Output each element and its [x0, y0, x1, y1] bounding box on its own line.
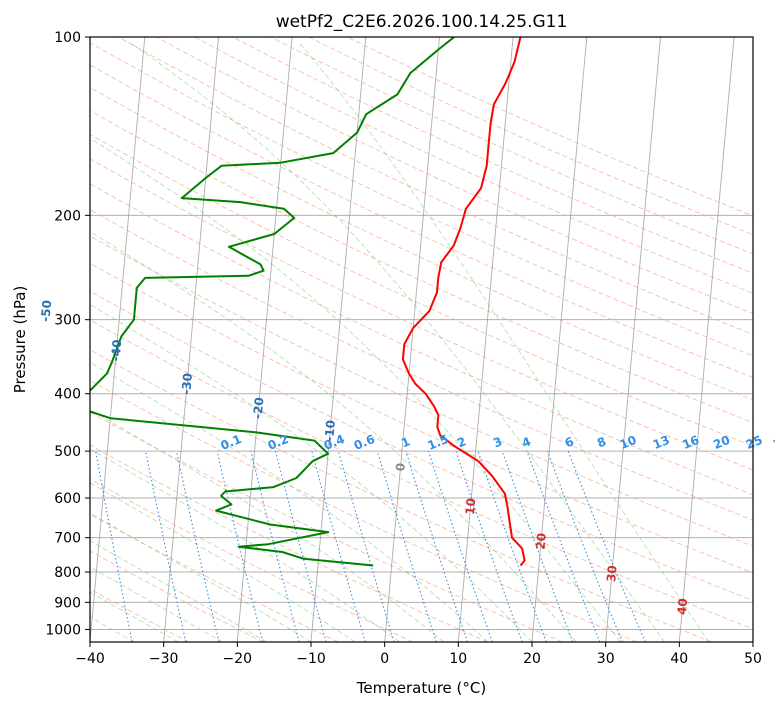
x-tick-label: 30: [597, 651, 615, 667]
mixing-ratio-line: [145, 450, 187, 642]
background-lines: [90, 37, 753, 642]
x-axis-title: Temperature (°C): [356, 679, 486, 697]
mixing-ratio-line: [477, 450, 547, 642]
dry-adiabat: [308, 37, 753, 236]
dry-adiabat: [90, 290, 753, 602]
line-labels: -100-90-80-70-60-50-40-30-20-10010203040…: [38, 299, 775, 616]
y-tick-label: 200: [54, 208, 81, 224]
mixing-ratio-line: [311, 450, 366, 642]
mixing-ratio-line: [427, 450, 493, 642]
dry-adiabat: [90, 183, 753, 496]
isotherm-label: -50: [38, 299, 54, 322]
isotherm-label: -40: [108, 339, 124, 362]
moist-adiabat: [90, 231, 577, 642]
y-tick-label: 300: [54, 313, 81, 329]
moist-adiabat: [128, 41, 665, 642]
mixing-ratio-line: [455, 450, 523, 642]
y-tick-label: 100: [54, 30, 81, 46]
dry-adiabat: [90, 110, 753, 424]
y-tick-label: 1000: [45, 622, 81, 638]
mixing-ratio-line: [376, 450, 437, 642]
dry-adiabat: [90, 379, 638, 642]
moist-adiabat: [90, 448, 400, 642]
mixing-ratio-label: 20: [711, 433, 732, 452]
moist-adiabat: [90, 482, 356, 642]
isotherm-label: 10: [463, 497, 478, 515]
isotherm-label: 0: [393, 462, 408, 472]
mixing-ratio-label: 16: [680, 433, 701, 452]
x-tick-label: 0: [380, 651, 389, 667]
isotherm-label: 20: [533, 532, 548, 550]
moist-adiabat: [90, 303, 533, 642]
isotherm: [605, 37, 661, 642]
isotherm-label: -10: [322, 419, 338, 442]
y-tick-label: 600: [54, 491, 81, 507]
x-tick-label: 10: [449, 651, 467, 667]
y-tick-label: 800: [54, 565, 81, 581]
dry-adiabat: [232, 37, 753, 274]
dry-adiabat: [90, 86, 753, 401]
dewpoint-profile: [90, 37, 455, 567]
isotherm: [678, 37, 735, 642]
isotherm: [163, 37, 219, 642]
x-tick-label: −40: [75, 651, 105, 667]
dry-adiabat: [90, 42, 753, 357]
dry-adiabat: [117, 37, 753, 335]
mixing-ratio-label: 30: [771, 433, 775, 452]
sounding-profiles: [90, 37, 526, 567]
mixing-ratio-line: [175, 450, 220, 642]
isotherm-label: 30: [604, 565, 619, 583]
isotherm-label: -20: [251, 397, 267, 420]
x-tick-label: 40: [670, 651, 688, 667]
mixing-ratio-line: [337, 450, 395, 642]
isotherm: [90, 37, 146, 642]
x-tick-label: 20: [523, 651, 541, 667]
x-tick-label: −20: [223, 651, 253, 667]
mixing-ratio-label: 25: [744, 433, 765, 452]
isotherm: [310, 37, 367, 642]
y-tick-label: 700: [54, 531, 81, 547]
dry-adiabat: [90, 411, 563, 642]
axes: −40 −30 −20 −10 0 10 20 30 40 5010020030040050060…: [45, 30, 762, 667]
mixing-ratio-line: [95, 451, 133, 642]
isotherm: [236, 37, 293, 642]
moist-adiabat: [90, 408, 444, 642]
moist-adiabat: [90, 540, 268, 642]
x-tick-label: −30: [149, 651, 179, 667]
isotherm: [384, 37, 440, 642]
temperature-profile: [401, 37, 526, 567]
y-tick-label: 900: [54, 595, 81, 611]
isotherm: [531, 37, 588, 642]
y-axis-title: Pressure (hPa): [11, 286, 29, 394]
x-tick-label: −10: [296, 651, 326, 667]
mixing-ratio-line: [216, 450, 264, 642]
moist-adiabat: [298, 41, 710, 642]
mixing-ratio-label: 13: [651, 433, 672, 452]
isotherm-label: 40: [675, 598, 690, 616]
mixing-ratio-line: [250, 450, 300, 642]
mixing-ratio-line: [405, 450, 469, 642]
dry-adiabat: [90, 319, 753, 630]
x-tick-label: 50: [744, 651, 762, 667]
dry-adiabat: [90, 262, 753, 574]
plot-frame: [89, 36, 754, 643]
dry-adiabat: [90, 349, 712, 642]
y-tick-label: 400: [54, 387, 81, 403]
dry-adiabat: [90, 133, 753, 447]
isotherm: [457, 37, 514, 642]
chart-title: wetPf2_C2E6.2026.100.14.25.G11: [276, 12, 568, 32]
y-tick-label: 500: [54, 444, 81, 460]
isotherm-label: -30: [179, 372, 195, 395]
mixing-ratio-label: 10: [618, 433, 639, 452]
dry-adiabat: [270, 37, 753, 255]
moist-adiabat: [90, 361, 489, 642]
dry-adiabat: [90, 235, 753, 547]
